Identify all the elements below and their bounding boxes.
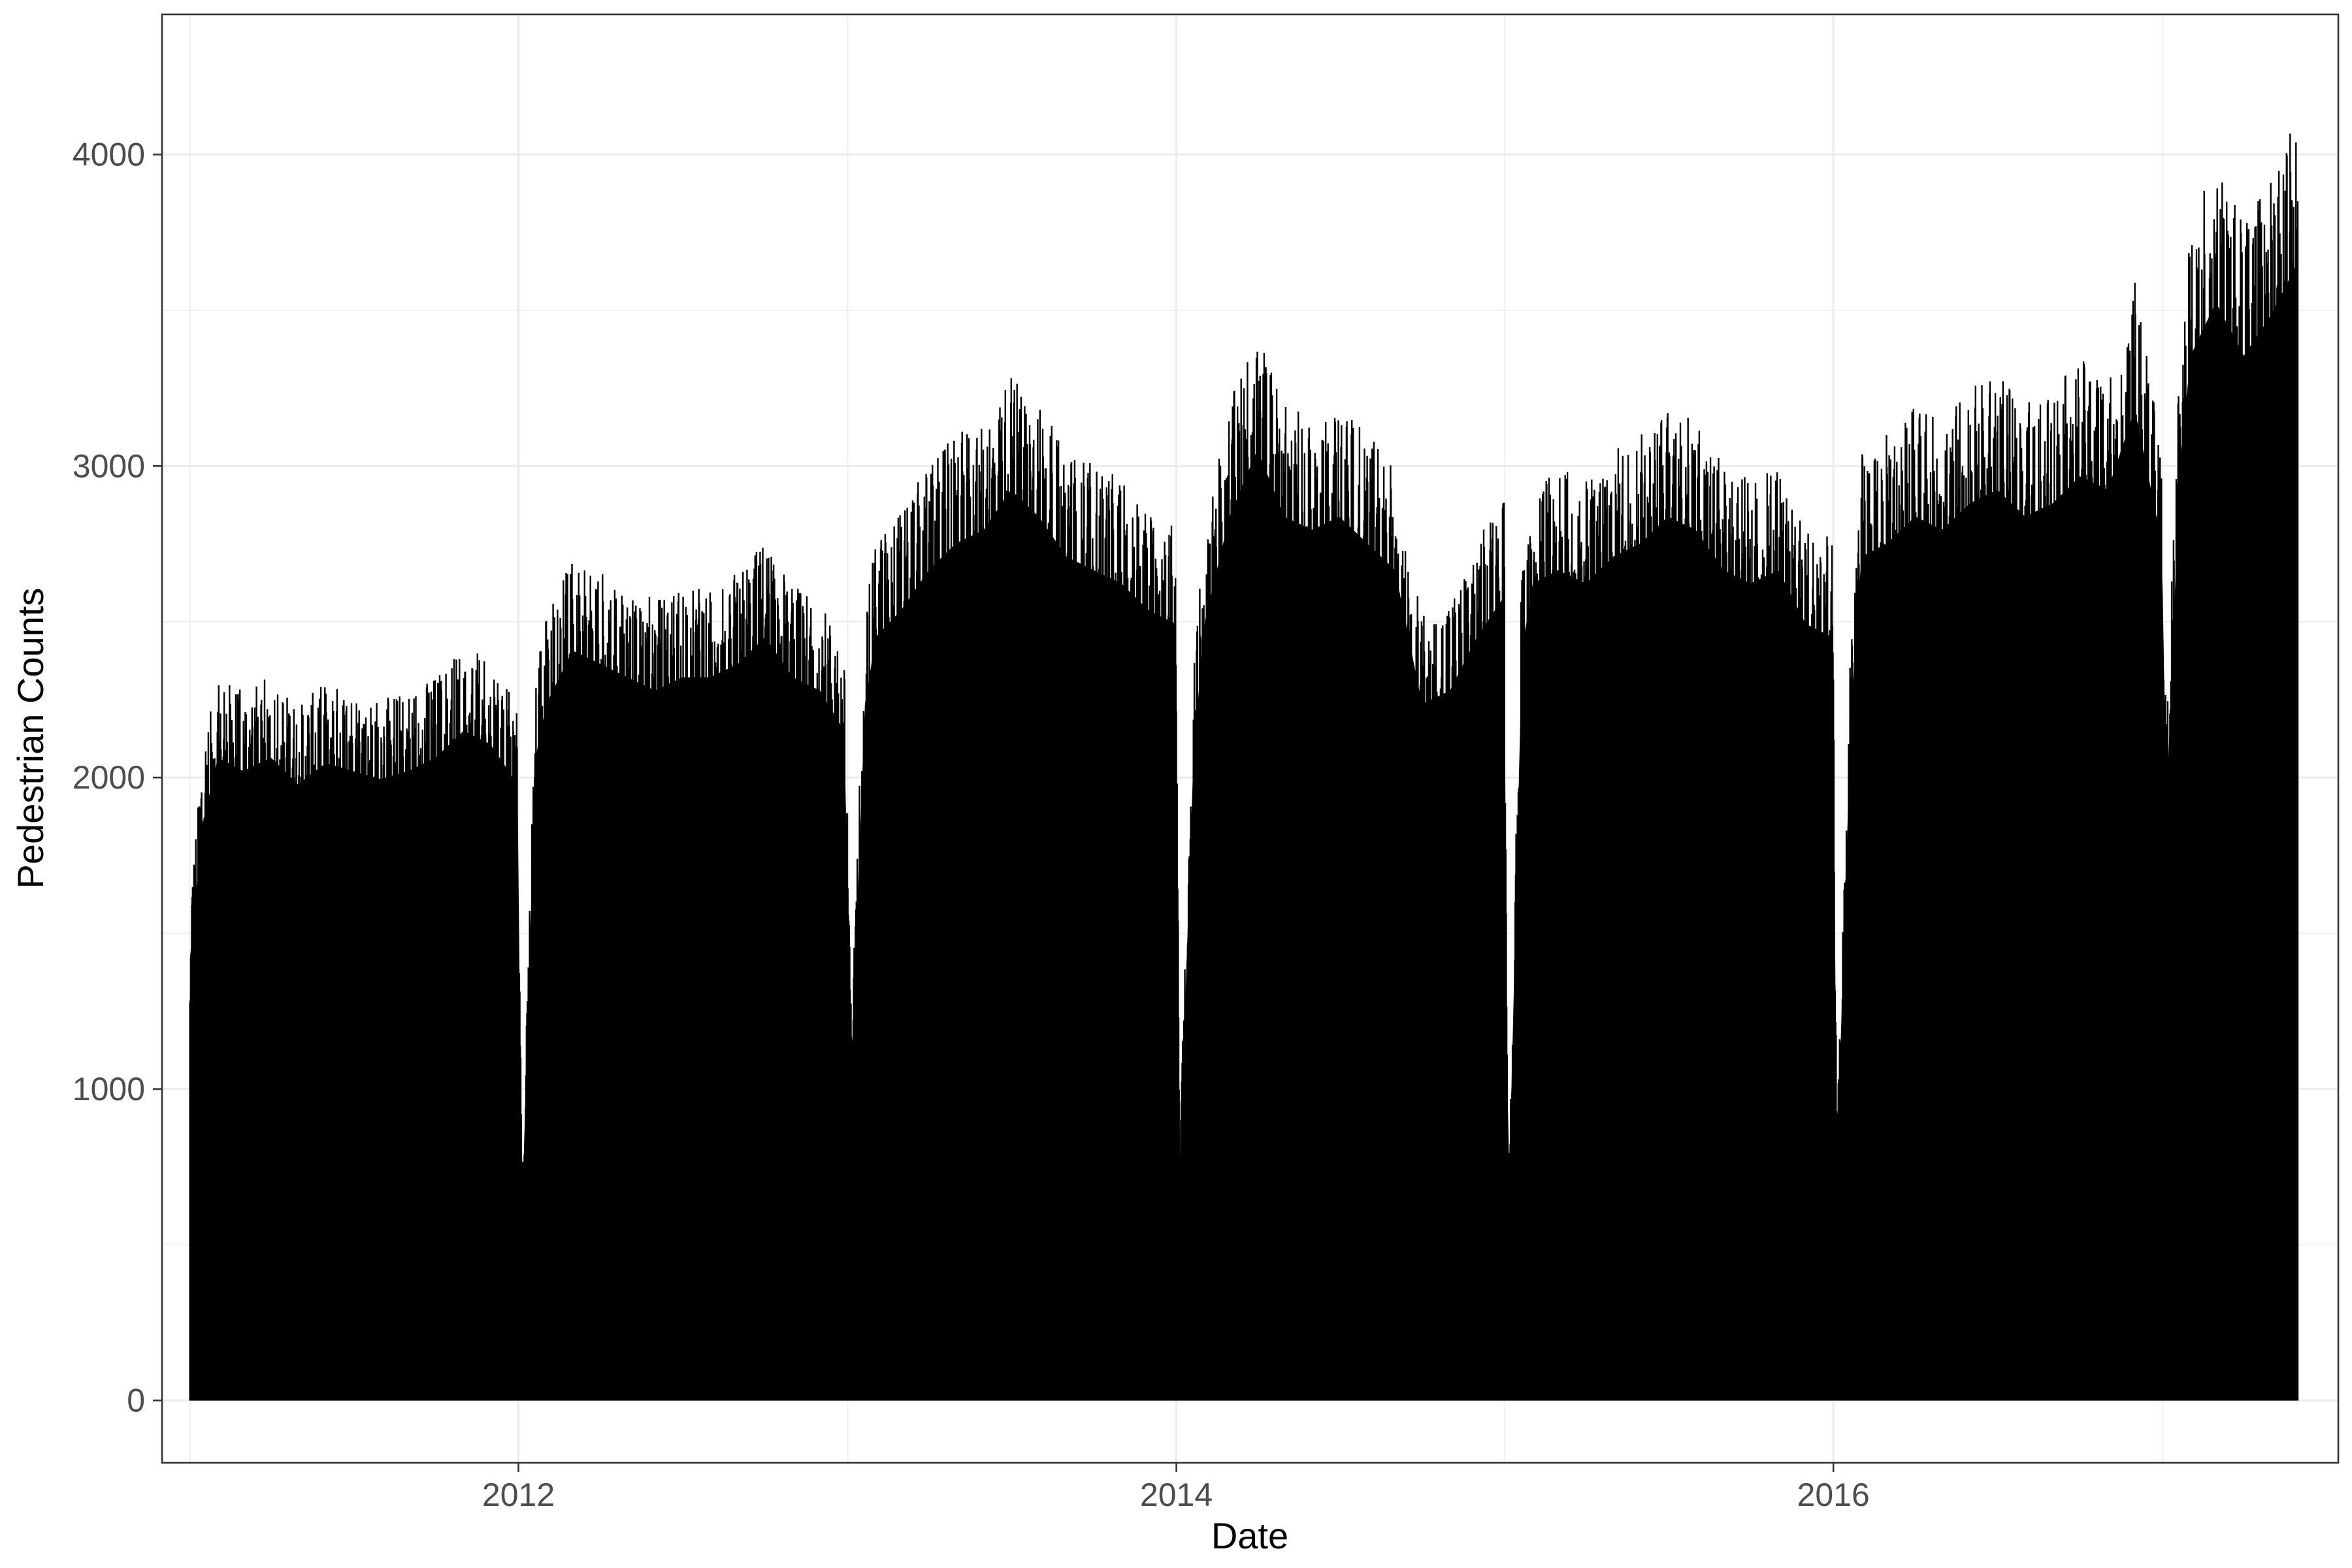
y-tick-label: 2000 [73, 759, 145, 796]
x-axis-title: Date [1211, 1515, 1288, 1556]
panel-border [161, 13, 2340, 1464]
plot-area [189, 133, 2299, 1401]
x-tick-label: 2012 [482, 1477, 555, 1513]
pedestrian-counts-body [189, 262, 2298, 1401]
y-tick-label: 1000 [73, 1071, 145, 1107]
y-tick-label: 4000 [73, 137, 145, 173]
y-tick-label: 0 [127, 1382, 145, 1419]
axes: 0 1000 2000 3000 4000 2012 2014 2016 [73, 137, 1870, 1513]
y-tick-label: 3000 [73, 448, 145, 484]
x-tick-label: 2014 [1140, 1477, 1213, 1513]
y-axis-title: Pedestrian Counts [10, 588, 51, 889]
x-tick-label: 2016 [1797, 1477, 1870, 1513]
